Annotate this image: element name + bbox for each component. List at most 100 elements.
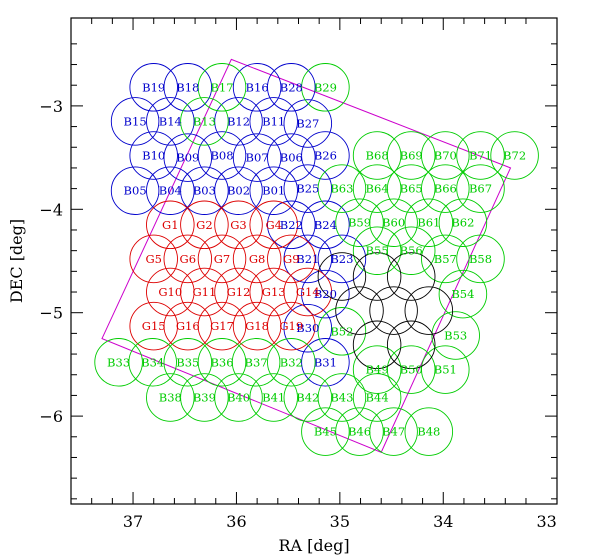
footprint-label-b17: B17 [210,80,233,94]
footprint-label-g12: G12 [227,285,251,299]
footprint-circle-b39 [180,373,229,422]
footprint-label-g1: G1 [162,218,179,232]
footprint-label-b06: B06 [280,151,303,165]
footprint-circle-b49 [352,345,402,394]
footprint-circle-b46 [335,407,384,456]
footprint-label-b02: B02 [227,184,250,198]
footprint-label-b20: B20 [314,287,337,301]
footprint-label-b01: B01 [262,184,285,198]
footprint-circle-b32 [267,338,316,387]
footprint-label-b43: B43 [330,391,353,405]
footprint-circle-b45 [301,407,350,456]
footprint-circle-b58 [456,234,505,284]
footprint-circle-black-0 [317,252,367,301]
footprint-circle-b59 [335,198,384,247]
footprint-label-b66: B66 [434,182,457,196]
footprint-circle-b44 [352,373,402,422]
footprint-label-b68: B68 [366,149,389,163]
footprint-circle-black-1 [352,252,402,301]
footprint-circle-b06 [267,133,316,182]
footprint-label-g13: G13 [262,285,286,299]
footprint-label-b52: B52 [330,324,353,338]
footprint-circle-b38 [146,373,195,422]
footprint-label-g10: G10 [158,285,182,299]
x-tick-label: 36 [226,512,246,531]
footprint-circle-g18 [232,301,282,351]
footprint-label-b28: B28 [280,80,303,94]
footprint-circle-b70 [421,131,470,180]
footprint-label-b54: B54 [451,287,474,301]
y-tick-label: −6 [39,407,63,426]
footprint-circle-b24 [301,200,350,250]
footprint-label-b64: B64 [366,182,389,196]
footprint-label-b29: B29 [314,80,337,94]
footprint-label-g16: G16 [176,319,200,333]
y-tick-label: −4 [39,200,63,219]
footprint-label-b51: B51 [434,363,457,377]
footprint-circle-g12 [214,267,263,317]
footprint-label-b30: B30 [296,321,319,335]
footprint-label-b36: B36 [210,355,233,369]
footprint-circle-g2 [180,200,229,250]
footprint-circle-b26 [301,131,350,180]
y-tick-label: −3 [39,97,63,116]
y-tick-label: −5 [39,304,63,323]
footprint-label-g14: G14 [296,285,320,299]
footprint-circle-g11 [180,267,229,317]
footprint-circle-b53 [431,311,480,360]
footprint-label-g7: G7 [214,252,231,266]
footprint-circle-black-5 [404,286,454,335]
footprint-label-b57: B57 [434,252,457,266]
footprint-circle-b43 [317,373,367,422]
footprint-label-b65: B65 [400,182,423,196]
footprint-circle-b64 [352,164,402,213]
footprint-circle-b68 [352,131,402,180]
footprint-circle-b30 [283,303,333,353]
footprint-label-b70: B70 [434,149,457,163]
footprint-label-b69: B69 [400,149,423,163]
footprint-circle-black-7 [386,320,436,370]
footprint-label-b04: B04 [159,184,182,198]
footprint-circle-b10 [129,131,178,180]
footprint-label-b11: B11 [262,114,285,128]
footprint-label-b03: B03 [193,184,216,198]
footprint-label-b56: B56 [400,244,423,258]
footprint-circle-b40 [214,373,263,422]
footprint-circle-b34 [128,338,177,387]
footprint-circle-b08 [197,131,247,180]
footprint-circle-b48 [404,407,454,456]
footprint-label-g15: G15 [142,319,166,333]
footprint-circle-g3 [214,200,263,250]
footprint-label-b08: B08 [210,149,233,163]
footprint-circle-b18 [163,63,213,112]
footprint-label-b41: B41 [262,391,285,405]
footprint-circle-b15 [110,97,160,146]
footprint-label-b21: B21 [296,252,319,266]
footprint-label-b12: B12 [227,114,250,128]
footprint-label-g5: G5 [145,252,162,266]
footprint-circle-b56 [386,226,436,275]
footprint-circle-b19 [129,63,178,112]
footprint-circle-b16 [232,63,282,112]
footprint-label-b39: B39 [193,391,216,405]
footprint-circle-b05 [110,166,160,215]
footprint-label-b55: B55 [366,244,389,258]
footprint-label-b71: B71 [469,149,492,163]
footprint-circle-b72 [490,131,539,180]
footprint-circle-g1 [146,200,195,250]
footprint-circle-b41 [249,373,298,422]
footprint-label-b23: B23 [330,252,353,266]
footprint-label-b25: B25 [296,182,319,196]
x-tick-label: 37 [123,512,143,531]
footprint-circle-g9 [267,234,316,284]
footprint-label-b09: B09 [176,151,199,165]
footprint-circle-g5 [129,234,178,284]
footprint-circle-b37 [231,338,281,387]
x-tick-label: 35 [330,512,350,531]
footprint-circle-b61 [404,198,454,247]
footprint-circle-b54 [438,269,488,319]
footprint-circle-b42 [283,373,333,422]
footprint-circle-b66 [421,164,470,213]
footprint-labels-layer: B19 B18 B16 B28 B15 B14 B12 B11 B27 B10 B09 B08 B07 B… [107,80,526,438]
footprint-label-g18: G18 [245,319,269,333]
